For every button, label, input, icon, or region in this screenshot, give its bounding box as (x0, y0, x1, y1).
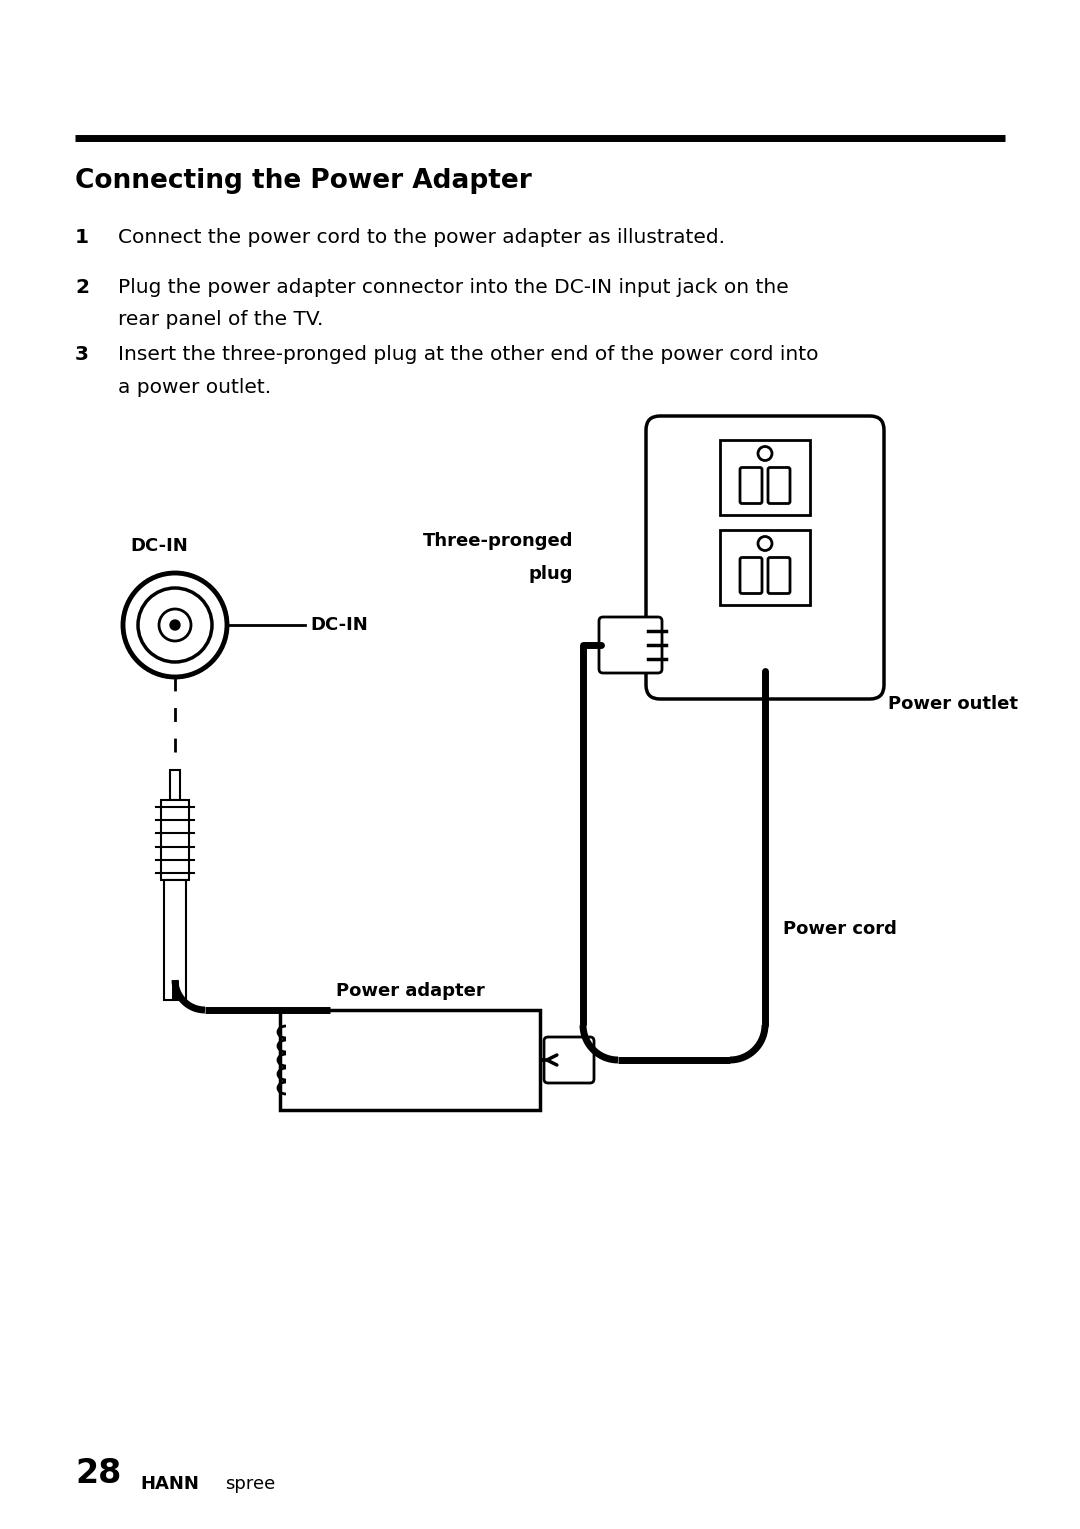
Text: 1: 1 (75, 228, 89, 248)
Bar (161, 800, 189, 881)
FancyBboxPatch shape (740, 558, 762, 593)
Text: DC-IN: DC-IN (310, 616, 368, 635)
Text: DC-IN: DC-IN (130, 537, 188, 555)
Circle shape (138, 589, 212, 662)
Circle shape (170, 619, 180, 630)
Text: Connecting the Power Adapter: Connecting the Power Adapter (75, 168, 531, 194)
Circle shape (758, 537, 772, 550)
Text: plug: plug (528, 566, 573, 583)
Text: Power cord: Power cord (783, 920, 896, 937)
Text: HANN: HANN (140, 1475, 199, 1492)
Text: Insert the three-pronged plug at the other end of the power cord into: Insert the three-pronged plug at the oth… (118, 346, 819, 364)
FancyBboxPatch shape (544, 1037, 594, 1083)
Text: a power outlet.: a power outlet. (118, 378, 271, 398)
Bar (280, 1011, 540, 1110)
Text: Power adapter: Power adapter (336, 982, 484, 1000)
Circle shape (758, 446, 772, 460)
Text: 28: 28 (75, 1457, 121, 1489)
Text: 3: 3 (75, 346, 89, 364)
Circle shape (159, 609, 191, 641)
FancyBboxPatch shape (740, 468, 762, 503)
Text: spree: spree (225, 1475, 275, 1492)
Bar (164, 881, 186, 1000)
FancyBboxPatch shape (646, 416, 885, 699)
Text: Connect the power cord to the power adapter as illustrated.: Connect the power cord to the power adap… (118, 228, 725, 248)
FancyBboxPatch shape (599, 618, 662, 673)
Text: Power outlet: Power outlet (888, 696, 1018, 713)
Text: 2: 2 (75, 278, 89, 297)
Text: Plug the power adapter connector into the DC-IN input jack on the: Plug the power adapter connector into th… (118, 278, 788, 297)
Text: rear panel of the TV.: rear panel of the TV. (118, 310, 323, 329)
Bar (720, 440, 810, 515)
FancyBboxPatch shape (768, 558, 789, 593)
Bar (720, 531, 810, 605)
Circle shape (123, 573, 227, 677)
Bar (170, 771, 180, 800)
FancyBboxPatch shape (768, 468, 789, 503)
Text: Three-pronged: Three-pronged (422, 532, 573, 550)
